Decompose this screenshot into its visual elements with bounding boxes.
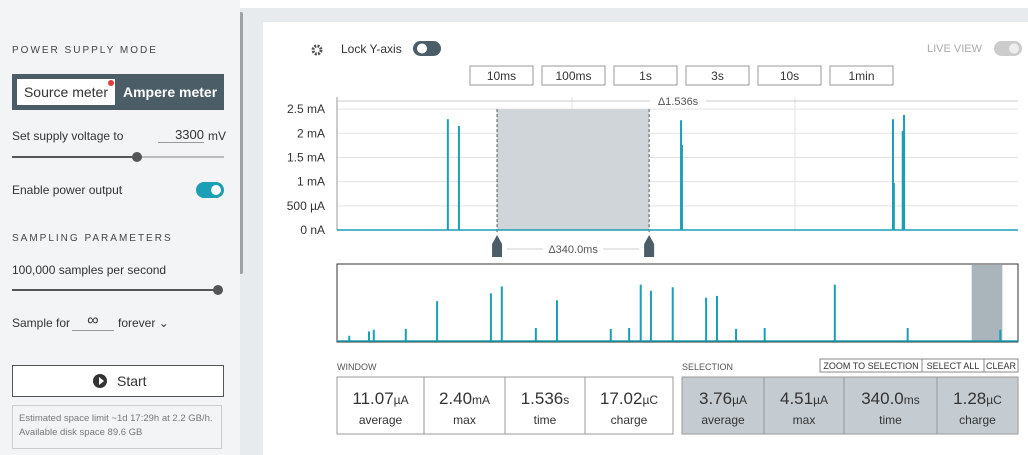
window-button[interactable] — [685, 65, 750, 86]
stat-value: 11.07µA — [352, 389, 408, 408]
mode-button[interactable]: Source meter — [17, 79, 115, 105]
window-button[interactable] — [757, 65, 822, 86]
window-label: 10s — [780, 69, 799, 83]
stat-value: 17.02µC — [600, 389, 658, 408]
y-tick-label: 1 mA — [297, 175, 325, 189]
stat-unit: ms — [904, 393, 920, 407]
selection-handle[interactable] — [492, 235, 503, 257]
stat-number: 11.07 — [352, 389, 393, 408]
slider-thumb[interactable] — [132, 152, 142, 162]
stat-unit: µA — [813, 393, 828, 407]
stat-value: 1.536s — [521, 389, 570, 408]
settings-icon[interactable] — [311, 44, 323, 56]
stat-button[interactable] — [983, 358, 1019, 373]
stat-number: 2.40 — [439, 389, 472, 408]
y-tick-label: 2.5 mA — [287, 102, 325, 116]
window-label: 10ms — [487, 69, 516, 83]
section-title: POWER SUPPLY MODE — [12, 45, 158, 56]
stat-number: 3.76 — [699, 389, 732, 408]
slider[interactable] — [12, 289, 218, 291]
toggle[interactable] — [196, 182, 224, 198]
selection-handle[interactable] — [644, 235, 655, 257]
stat-label: time — [534, 413, 557, 427]
sidebar: POWER SUPPLY MODE Source meter Ampere me… — [0, 0, 240, 455]
stats-group — [681, 376, 1019, 435]
window-label: 1min — [848, 69, 874, 83]
stat-unit: µC — [986, 393, 1002, 407]
button-label: Start — [117, 373, 147, 389]
stat-button-label: CLEAR — [986, 361, 1017, 371]
note: Estimated space limit ~1d 17:29h at 2.2 … — [12, 405, 222, 449]
toggle-knob — [417, 43, 427, 54]
slider-fill — [12, 156, 137, 158]
unit: mV — [208, 129, 226, 143]
stat-label: average — [359, 413, 403, 427]
indicator — [108, 80, 114, 86]
stat-label: max — [453, 413, 476, 427]
stat-label: average — [701, 413, 745, 427]
window-label: 3s — [711, 69, 724, 83]
stat-number: 17.02 — [600, 389, 643, 408]
y-tick-label: 2 mA — [297, 126, 325, 140]
selection — [497, 109, 650, 230]
stat-label: charge — [611, 413, 648, 427]
overview-frame — [336, 263, 1019, 343]
window-label: 100ms — [555, 69, 591, 83]
voltage-input[interactable]: 3300 — [158, 127, 204, 143]
label: Lock Y-axis — [341, 42, 402, 56]
duration-input[interactable]: ∞ — [72, 312, 114, 331]
label: Enable power output — [12, 183, 123, 197]
stat-unit: µA — [394, 393, 409, 407]
stat-number: 340.0 — [861, 389, 904, 408]
stat-unit: µA — [732, 393, 747, 407]
stat-label: max — [793, 413, 816, 427]
stat-number: 4.51 — [780, 389, 813, 408]
y-tick-label: 500 µA — [287, 199, 325, 213]
stat-value: 1.28µC — [953, 389, 1002, 408]
label: LIVE VIEW — [927, 43, 983, 55]
label: Set supply voltage to — [12, 129, 124, 143]
window-button[interactable] — [469, 65, 534, 86]
stat-button-label: SELECT ALL — [927, 361, 980, 371]
stat-value: 3.76µA — [699, 389, 747, 408]
stat-unit: s — [563, 393, 569, 407]
window-button[interactable] — [613, 65, 678, 86]
window-button[interactable] — [829, 65, 894, 86]
y-tick-label: 1.5 mA — [287, 150, 325, 164]
dropdown-label: forever — [118, 316, 156, 330]
selection-delta: Δ340.0ms — [548, 244, 598, 256]
stat-button-label: ZOOM TO SELECTION — [823, 361, 918, 371]
stat-label: time — [879, 413, 902, 427]
chart-layer: Lock Y-axis LIVE VIEW 10ms 100ms 1s 3s 10s 1min… — [287, 41, 1022, 435]
delta-bg — [650, 94, 706, 108]
label: Sample for — [12, 316, 71, 330]
stat-label: charge — [959, 413, 996, 427]
window-delta: Δ1.536s — [658, 96, 699, 108]
stat-value: 4.51µA — [780, 389, 828, 408]
slider-thumb[interactable] — [213, 285, 223, 295]
y-tick-label: 0 nA — [300, 223, 325, 237]
label: 100,000 samples per second — [12, 263, 167, 277]
toggle-knob — [1009, 43, 1019, 54]
viewport[interactable] — [971, 265, 1003, 341]
start-button[interactable]: Start — [12, 365, 224, 397]
window-label: 1s — [639, 69, 652, 83]
stat-value: 340.0ms — [861, 389, 920, 408]
stat-unit: µC — [642, 393, 658, 407]
mode-button[interactable]: Ampere meter — [123, 84, 218, 100]
dropdown[interactable]: forever ⌄ — [118, 316, 169, 330]
section-title: SELECTION — [682, 362, 733, 372]
section-title: SAMPLING PARAMETERS — [12, 233, 173, 244]
window-button[interactable] — [541, 65, 606, 86]
stat-value: 2.40mA — [439, 389, 490, 408]
delta-bg — [543, 242, 604, 256]
stat-number: 1.536 — [521, 389, 564, 408]
stat-number: 1.28 — [953, 389, 986, 408]
section-title: WINDOW — [337, 362, 377, 372]
stat-unit: mA — [472, 393, 490, 407]
